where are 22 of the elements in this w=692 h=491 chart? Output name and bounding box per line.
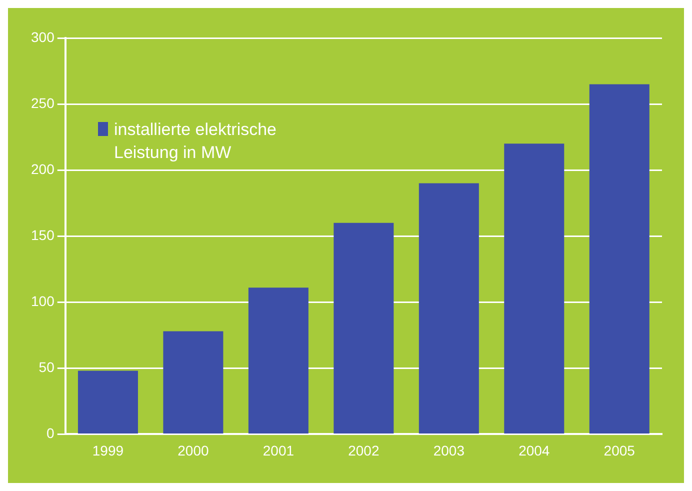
x-tick-label: 1999 bbox=[92, 442, 124, 458]
y-tick-label: 250 bbox=[31, 94, 55, 111]
bar bbox=[504, 144, 564, 434]
x-tick-label: 2001 bbox=[262, 442, 294, 458]
bar bbox=[248, 288, 308, 434]
y-tick-label: 100 bbox=[31, 292, 55, 309]
y-tick-label: 300 bbox=[31, 28, 55, 45]
y-tick-label: 0 bbox=[46, 425, 55, 442]
bar bbox=[163, 331, 224, 434]
y-tick-label: 50 bbox=[38, 359, 55, 376]
bar bbox=[334, 222, 394, 434]
legend-label: installierte elektrische Leistung in MW bbox=[114, 119, 278, 164]
bar bbox=[418, 183, 479, 434]
x-tick-label: 2002 bbox=[348, 442, 380, 458]
x-tick-label: 2005 bbox=[604, 442, 636, 458]
x-tick-label: 2000 bbox=[178, 442, 209, 458]
x-tick-label: 2003 bbox=[433, 442, 465, 458]
bar bbox=[589, 84, 650, 434]
y-tick-label: 200 bbox=[31, 160, 55, 177]
x-tick-label: 2004 bbox=[518, 442, 550, 458]
bar bbox=[78, 370, 138, 434]
y-tick-label: 150 bbox=[31, 226, 55, 243]
